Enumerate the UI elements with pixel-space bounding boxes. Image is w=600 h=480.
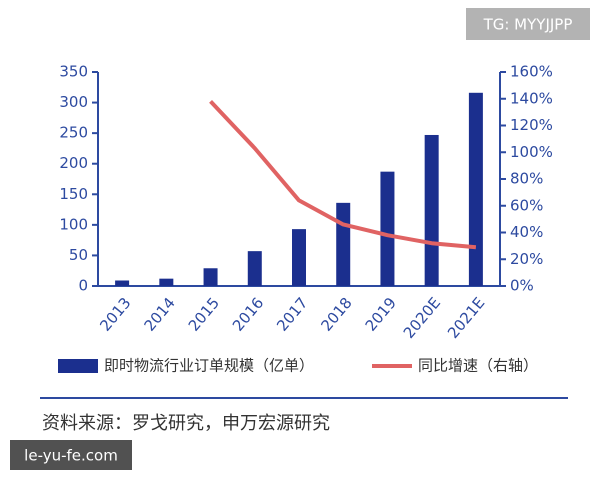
y2-tick-label: 120%: [510, 116, 553, 134]
x-tick-label: 2014: [141, 294, 179, 335]
legend-label: 同比增速（右轴）: [418, 357, 538, 375]
bar: [203, 268, 218, 286]
legend-swatch: [58, 359, 98, 373]
y2-tick-label: 0%: [510, 277, 534, 295]
bar: [380, 171, 395, 286]
watermark: le-yu-fe.com: [24, 447, 118, 465]
y2-tick-label: 60%: [510, 196, 543, 214]
line: [209, 100, 477, 250]
bar: [292, 229, 306, 286]
y2-tick-label: 40%: [510, 223, 543, 241]
bar: [115, 280, 130, 286]
x-tick-label: 2017: [273, 294, 311, 335]
x-tick-label: 2018: [317, 294, 355, 335]
y-tick-label: 50: [69, 246, 88, 264]
watermark: TG: MYYJJPP: [483, 16, 573, 34]
bar: [247, 251, 262, 286]
x-tick-label: 2013: [96, 294, 134, 335]
bar: [336, 202, 351, 286]
bar: [424, 134, 439, 286]
source: 资料来源：罗戈研究，申万宏源研究: [42, 413, 330, 434]
y2-tick-label: 160%: [510, 63, 553, 81]
y-tick-label: 100: [59, 215, 88, 233]
y-tick-label: 350: [59, 63, 88, 81]
x-tick-label: 2019: [362, 294, 400, 335]
y2-tick-label: 20%: [510, 250, 543, 268]
y2-tick-label: 80%: [510, 170, 543, 188]
bar: [159, 278, 174, 286]
x-tick-label: 2020E: [400, 294, 444, 342]
y-tick-label: 0: [78, 277, 88, 295]
y2-tick-label: 140%: [510, 89, 553, 107]
x-tick-label: 2021E: [444, 294, 488, 342]
y-tick-label: 200: [59, 154, 88, 172]
x-tick-label: 2015: [185, 294, 223, 335]
y-tick-label: 150: [59, 185, 88, 203]
y-tick-label: 300: [59, 93, 88, 111]
legend-label: 即时物流行业订单规模（亿单）: [104, 357, 314, 375]
y-tick-label: 250: [59, 124, 88, 142]
y2-tick-label: 100%: [510, 143, 553, 161]
watermark-box: [466, 8, 590, 40]
x-tick-label: 2016: [229, 294, 267, 335]
bar: [468, 92, 483, 286]
watermark-box: [10, 440, 132, 470]
